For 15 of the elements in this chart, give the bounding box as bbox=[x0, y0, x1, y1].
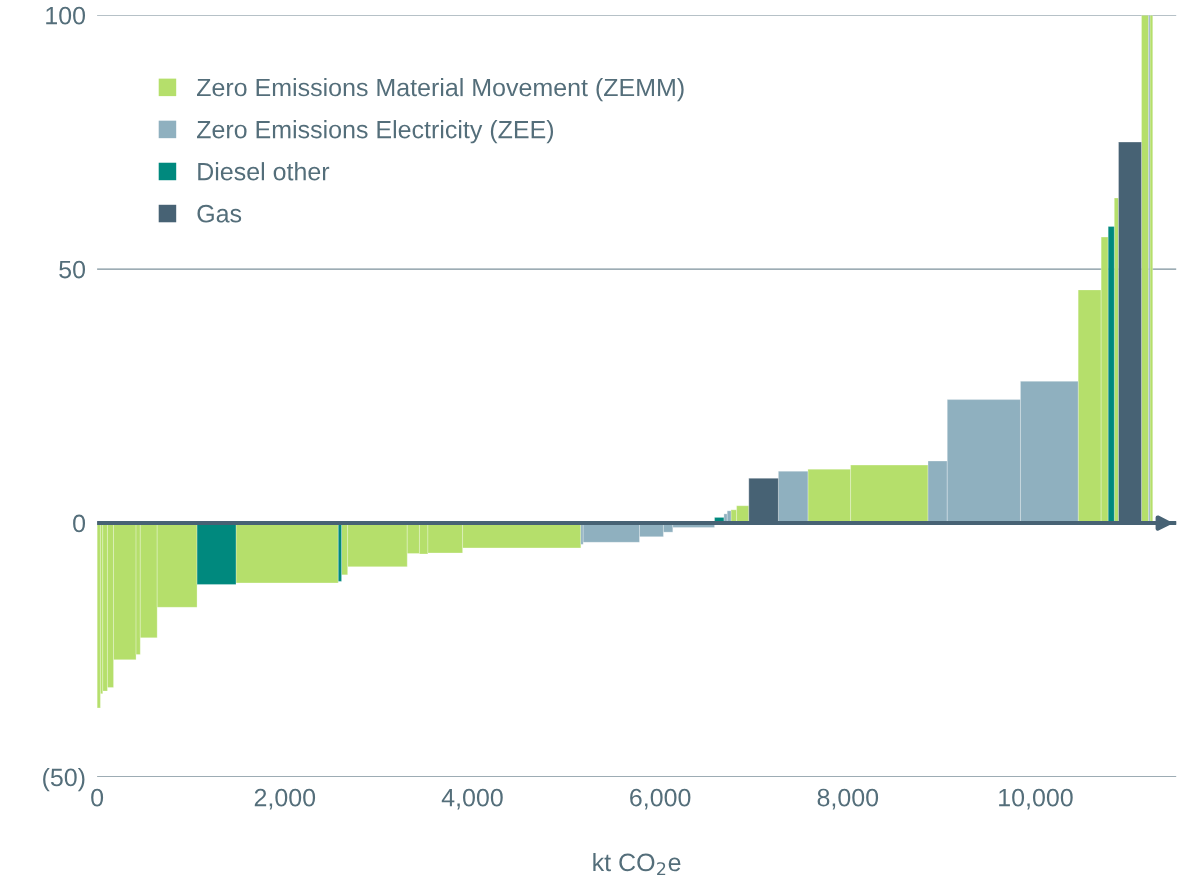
y-tick-label: 0 bbox=[73, 514, 86, 533]
legend-label: Diesel other bbox=[198, 162, 330, 181]
x-tick-label: 6,000 bbox=[630, 788, 691, 810]
x-tick-label: 0 bbox=[91, 788, 104, 807]
x-tick-label: 4,000 bbox=[441, 788, 503, 810]
legend-label: Gas bbox=[197, 204, 242, 223]
x-tick-label: 2,000 bbox=[254, 788, 316, 810]
x-axis-title: kt CO$_{2}$e bbox=[593, 852, 681, 876]
y-tick-label: 100 bbox=[46, 6, 86, 25]
legend-label: Zero Emissions Material Movement (ZEMM) bbox=[196, 78, 684, 102]
x-tick-label: 10,000 bbox=[999, 788, 1073, 810]
x-tick-label: 8,000 bbox=[817, 788, 879, 810]
y-tick-label: (50) bbox=[43, 767, 85, 792]
legend-label: Zero Emissions Electricity (ZEE) bbox=[196, 120, 554, 144]
y-tick-label: 50 bbox=[59, 260, 86, 279]
